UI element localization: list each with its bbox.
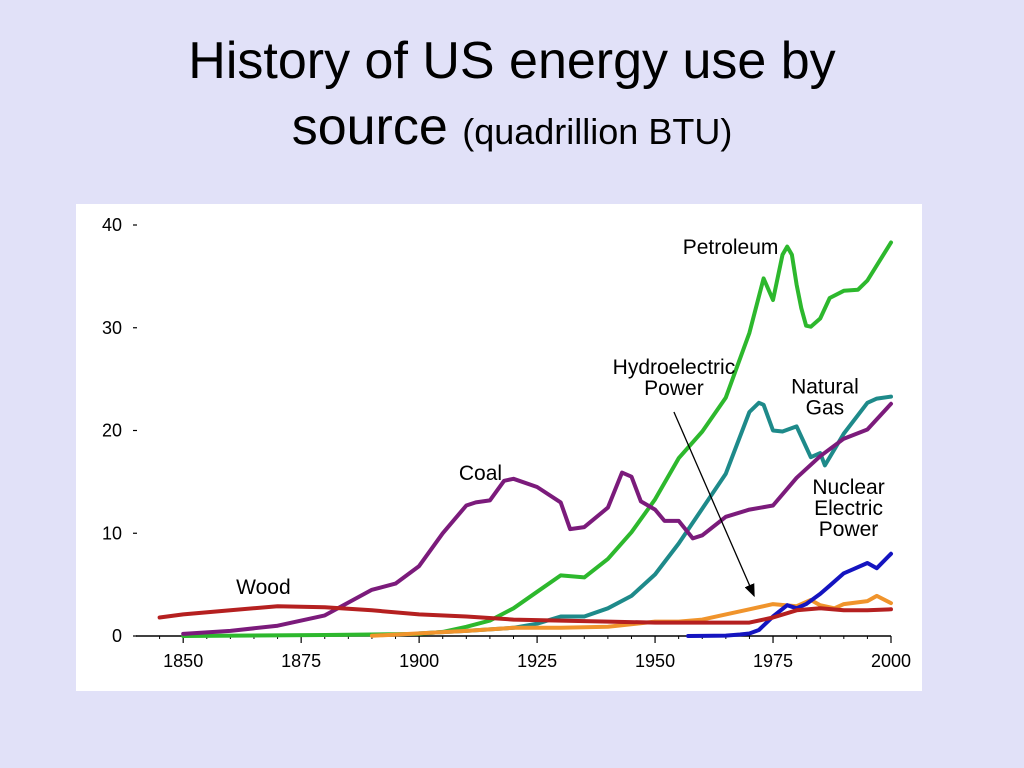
title-main: source	[291, 98, 448, 156]
x-tick-label-2000: 2000	[871, 651, 911, 671]
annotation-nuclear-electric-power: Nuclear	[812, 476, 884, 499]
x-tick-label-1925: 1925	[517, 651, 557, 671]
series-line-natural-gas	[417, 394, 893, 636]
x-tick-label-1850: 1850	[163, 651, 203, 671]
title-units: (quadrillion BTU)	[462, 111, 733, 152]
x-tick-label-1900: 1900	[399, 651, 439, 671]
title-line-1: History of US energy use by	[188, 32, 836, 90]
series-line-wood	[157, 604, 893, 625]
series-line-coal	[181, 401, 893, 636]
annotation-nuclear-electric-power: Electric	[814, 497, 883, 520]
series-line-hydroelectric-power	[369, 593, 893, 638]
hydro-arrow	[673, 411, 755, 598]
y-tick-label-20: 20	[102, 421, 122, 441]
annotation-natural-gas: Natural	[791, 376, 859, 399]
annotation-coal: Coal	[459, 462, 502, 485]
annotation-wood: Wood	[236, 576, 290, 599]
y-tick-label-10: 10	[102, 523, 122, 543]
x-tick-label-1950: 1950	[635, 651, 675, 671]
chart-title: History of US energy use by source (quad…	[0, 28, 1024, 165]
annotation-petroleum: Petroleum	[683, 236, 779, 259]
title-line-2: source (quadrillion BTU)	[0, 94, 1024, 165]
line-chart: 1850 1875 1900 1925 1950 1975 2000 0 10 20 30 40 Pet…	[102, 215, 911, 671]
annotation-hydroelectric-power: Hydroelectric	[613, 356, 736, 379]
y-tick-label-0: 0	[112, 626, 122, 646]
annotation-natural-gas: Gas	[806, 397, 845, 420]
chart-panel: 1850 1875 1900 1925 1950 1975 2000 0 10 20 30 40 Pet…	[76, 204, 922, 691]
annotation-hydroelectric-power: Power	[644, 377, 704, 400]
x-tick-label-1875: 1875	[281, 651, 321, 671]
y-tick-label-40: 40	[102, 215, 122, 235]
x-tick-label-1975: 1975	[753, 651, 793, 671]
annotation-nuclear-electric-power: Power	[819, 518, 879, 541]
y-tick-label-30: 30	[102, 318, 122, 338]
